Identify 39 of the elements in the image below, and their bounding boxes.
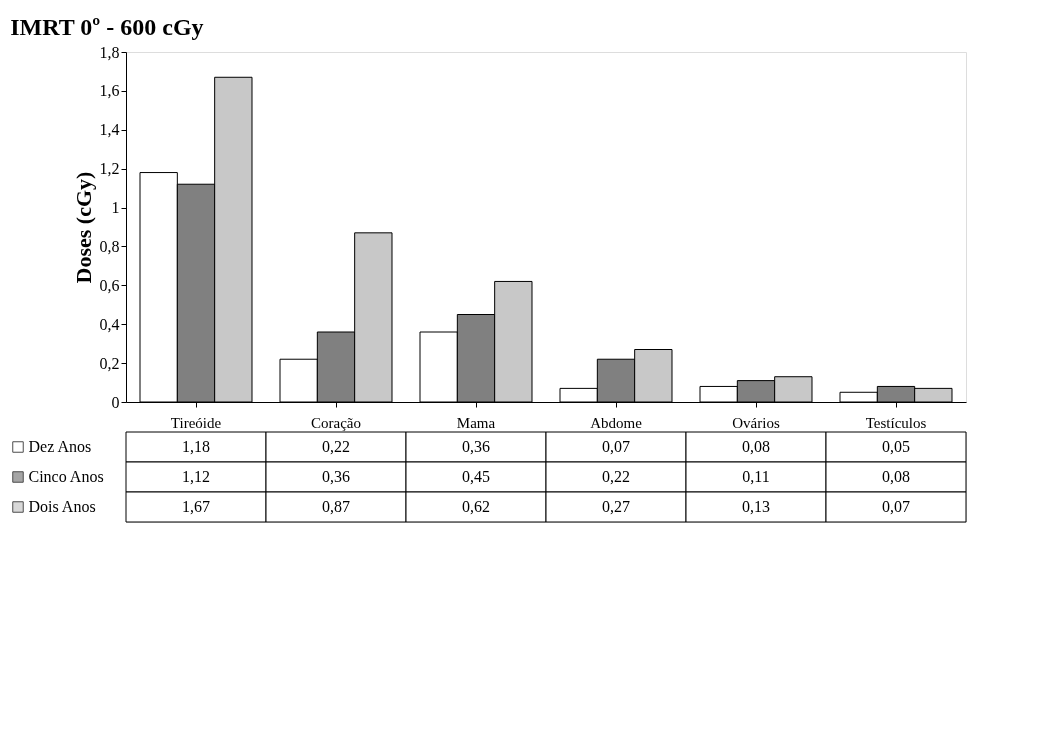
data-label: 0,05 (882, 438, 910, 455)
data-label: 0,08 (742, 438, 770, 455)
y-tick-label: 0,2 (99, 354, 120, 372)
x-tick-label: Mama (456, 414, 496, 431)
y-tick-label: 1,4 (99, 121, 120, 139)
data-label: 0,13 (742, 498, 770, 515)
data-label: 0,08 (882, 468, 910, 485)
legend-label: Dez Anos (28, 438, 92, 455)
data-label: 0,07 (602, 438, 630, 455)
y-tick-label: 1,8 (99, 43, 120, 61)
x-tick-label: Abdome (590, 414, 643, 431)
data-label: 0,36 (322, 468, 350, 485)
x-tick-label: Coração (311, 414, 361, 431)
data-label: 0,45 (462, 468, 490, 485)
data-label: 1,12 (182, 468, 210, 485)
data-label: 0,27 (602, 498, 630, 515)
y-tick-label: 0,8 (99, 237, 120, 255)
x-tick-label: Testículos (865, 414, 927, 431)
x-tick-label: Ovários (732, 414, 780, 431)
y-tick-label: 1,2 (99, 160, 120, 178)
y-axis-title: Doses (cGy) (70, 171, 96, 284)
data-label: 1,67 (182, 498, 210, 515)
data-label: 0,36 (462, 438, 490, 455)
data-label: 0,11 (742, 468, 770, 485)
data-label: 1,18 (182, 438, 210, 455)
x-tick-label: Tireóide (170, 414, 222, 431)
data-label: 0,07 (882, 498, 910, 515)
data-label: 0,22 (322, 438, 350, 455)
y-tick-label: 0,4 (99, 315, 120, 333)
chart-title: IMRT 0º - 600 cGy (10, 13, 204, 40)
data-label: 0,22 (602, 468, 630, 485)
legend-label: Dois Anos (28, 498, 96, 515)
y-tick-label: 1 (111, 199, 120, 217)
legend-label: Cinco Anos (28, 468, 104, 485)
data-label: 0,87 (322, 498, 350, 515)
y-tick-label: 0 (111, 393, 120, 411)
data-label: 0,62 (462, 498, 490, 515)
y-tick-label: 1,6 (99, 82, 120, 100)
y-tick-label: 0,6 (99, 276, 120, 294)
